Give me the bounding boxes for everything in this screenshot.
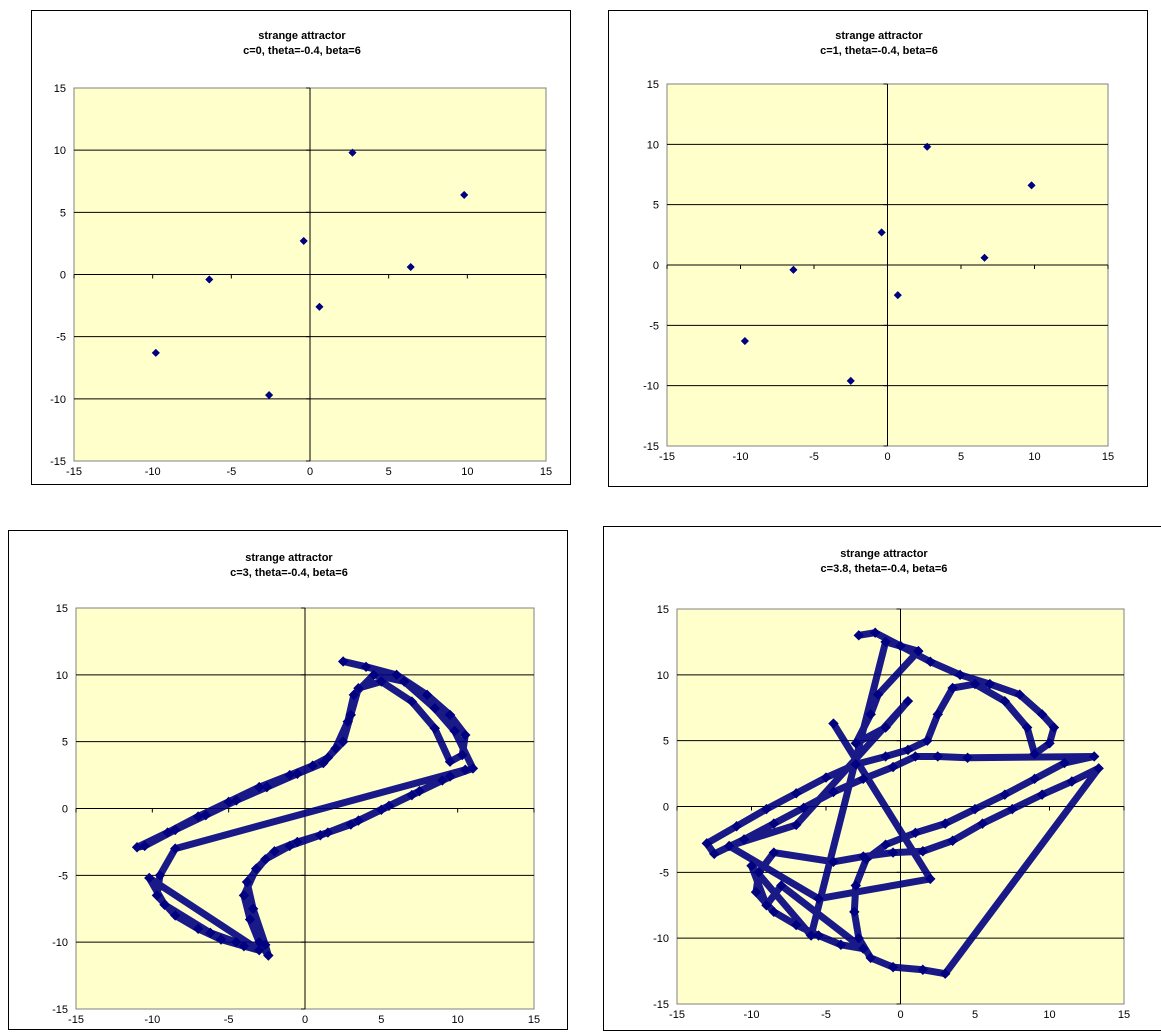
x-tick-label: -5 bbox=[226, 466, 236, 478]
x-tick-label: -10 bbox=[744, 1009, 760, 1021]
x-tick-label: 5 bbox=[958, 451, 964, 463]
x-tick-label: -5 bbox=[809, 451, 819, 463]
chart-title: strange attractor bbox=[258, 30, 346, 42]
x-tick-label: -10 bbox=[733, 451, 749, 463]
y-tick-label: -5 bbox=[659, 867, 669, 879]
y-tick-label: 0 bbox=[62, 804, 68, 816]
x-tick-label: 10 bbox=[452, 1014, 464, 1026]
y-tick-label: 5 bbox=[62, 737, 68, 749]
data-point bbox=[789, 265, 798, 274]
data-point bbox=[315, 302, 324, 311]
x-tick-label: 15 bbox=[1102, 451, 1114, 463]
y-tick-label: -10 bbox=[643, 381, 659, 393]
x-tick-label: 0 bbox=[897, 1009, 903, 1021]
y-tick-label: -10 bbox=[50, 394, 66, 406]
x-tick-label: 10 bbox=[1028, 451, 1040, 463]
x-tick-label: 0 bbox=[307, 466, 313, 478]
x-tick-label: -15 bbox=[68, 1014, 84, 1026]
y-tick-label: 0 bbox=[60, 270, 66, 282]
data-point bbox=[299, 236, 308, 246]
x-tick-label: -15 bbox=[669, 1009, 685, 1021]
y-tick-label: 10 bbox=[657, 670, 669, 682]
x-tick-label: 10 bbox=[1043, 1009, 1055, 1021]
data-point bbox=[460, 190, 469, 200]
y-tick-label: 15 bbox=[647, 79, 659, 91]
chart-subtitle: c=1, theta=-0.4, beta=6 bbox=[820, 45, 938, 57]
y-tick-label: 15 bbox=[56, 603, 68, 615]
scatter-chart-4: strange attractor c=3.8, theta=-0.4, beta… bbox=[653, 548, 1130, 1021]
y-tick-label: -15 bbox=[50, 456, 66, 468]
data-point bbox=[846, 376, 855, 385]
x-tick-label: 0 bbox=[884, 451, 890, 463]
x-tick-label: -15 bbox=[659, 451, 675, 463]
x-tick-label: 5 bbox=[972, 1009, 978, 1021]
y-tick-label: 15 bbox=[54, 83, 66, 95]
y-tick-label: -10 bbox=[653, 933, 669, 945]
data-point bbox=[406, 262, 415, 272]
y-tick-label: 15 bbox=[657, 604, 669, 616]
y-tick-label: -5 bbox=[56, 332, 66, 344]
x-tick-label: -10 bbox=[145, 466, 161, 478]
data-point bbox=[264, 390, 274, 400]
x-tick-label: 15 bbox=[528, 1014, 540, 1026]
y-tick-label: -10 bbox=[52, 937, 68, 949]
x-tick-label: -10 bbox=[144, 1014, 160, 1026]
chart-title: strange attractor bbox=[835, 30, 923, 42]
y-tick-label: 10 bbox=[54, 145, 66, 157]
x-tick-label: 5 bbox=[378, 1014, 384, 1026]
chart-subtitle: c=3.8, theta=-0.4, beta=6 bbox=[821, 563, 948, 575]
scatter-chart-3: strange attractor c=3, theta=-0.4, beta=6… bbox=[52, 552, 540, 1026]
data-point bbox=[740, 336, 750, 346]
chart-panel-3: strange attractor c=3, theta=-0.4, beta=6… bbox=[8, 530, 568, 1030]
x-tick-label: 15 bbox=[1118, 1009, 1130, 1021]
chart-subtitle: c=0, theta=-0.4, beta=6 bbox=[243, 45, 361, 57]
y-tick-label: -15 bbox=[52, 1004, 68, 1016]
scatter-chart-1: strange attractor c=0, theta=-0.4, beta=6… bbox=[50, 30, 552, 478]
chart-panel-4: strange attractor c=3.8, theta=-0.4, beta… bbox=[603, 526, 1161, 1031]
x-tick-label: 15 bbox=[540, 466, 552, 478]
y-tick-label: -15 bbox=[643, 441, 659, 453]
y-tick-label: 10 bbox=[647, 139, 659, 151]
attractor-trace bbox=[703, 629, 1103, 978]
data-point bbox=[893, 291, 902, 300]
y-tick-label: -15 bbox=[653, 999, 669, 1011]
data-point bbox=[205, 275, 214, 284]
y-tick-label: 10 bbox=[56, 670, 68, 682]
data-point bbox=[923, 142, 932, 151]
data-point bbox=[151, 348, 160, 357]
y-tick-label: -5 bbox=[58, 870, 68, 882]
chart-title: strange attractor bbox=[840, 548, 928, 560]
y-tick-label: -5 bbox=[649, 320, 659, 332]
y-tick-label: 5 bbox=[653, 200, 659, 212]
y-tick-label: 5 bbox=[60, 207, 66, 219]
data-point bbox=[348, 148, 357, 157]
x-tick-label: 10 bbox=[461, 466, 473, 478]
y-tick-label: 5 bbox=[663, 736, 669, 748]
x-tick-label: 5 bbox=[386, 466, 392, 478]
chart-panel-2: strange attractor c=1, theta=-0.4, beta=6… bbox=[608, 10, 1148, 487]
scatter-chart-2: strange attractor c=1, theta=-0.4, beta=6… bbox=[643, 30, 1114, 463]
data-point bbox=[980, 253, 989, 262]
x-tick-label: -5 bbox=[224, 1014, 234, 1026]
chart-title: strange attractor bbox=[245, 552, 333, 564]
data-point bbox=[1027, 181, 1036, 190]
attractor-trace bbox=[133, 657, 477, 960]
x-tick-label: -15 bbox=[66, 466, 82, 478]
x-tick-label: -5 bbox=[821, 1009, 831, 1021]
chart-subtitle: c=3, theta=-0.4, beta=6 bbox=[230, 567, 348, 579]
y-tick-label: 0 bbox=[663, 802, 669, 814]
x-tick-label: 0 bbox=[302, 1014, 308, 1026]
data-point bbox=[877, 228, 886, 237]
chart-panel-1: strange attractor c=0, theta=-0.4, beta=6… bbox=[31, 10, 571, 485]
y-tick-label: 0 bbox=[653, 260, 659, 272]
